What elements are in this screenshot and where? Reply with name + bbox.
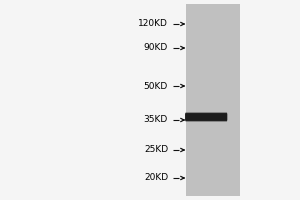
- Text: 25KD: 25KD: [144, 146, 168, 154]
- Bar: [186, 4, 240, 196]
- Text: 120KD: 120KD: [138, 20, 168, 28]
- FancyBboxPatch shape: [185, 114, 227, 120]
- FancyBboxPatch shape: [185, 112, 227, 122]
- Text: 20KD: 20KD: [144, 173, 168, 182]
- FancyBboxPatch shape: [185, 113, 227, 121]
- Text: 35KD: 35KD: [144, 116, 168, 124]
- FancyBboxPatch shape: [185, 113, 227, 121]
- Text: 50KD: 50KD: [144, 82, 168, 90]
- Text: 90KD: 90KD: [144, 44, 168, 52]
- FancyBboxPatch shape: [185, 113, 227, 121]
